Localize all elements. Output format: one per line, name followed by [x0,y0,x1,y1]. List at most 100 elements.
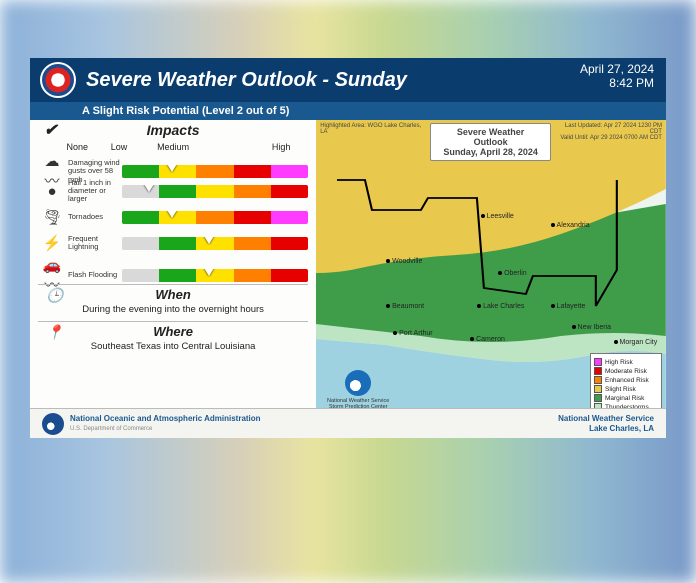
risk-marker [204,269,214,276]
card-body: ✔ Impacts None Low Medium High ☁〰Damagin… [30,120,666,420]
bar-segment [159,185,196,198]
footer-right: National Weather Service Lake Charles, L… [558,414,654,433]
left-panel: ✔ Impacts None Low Medium High ☁〰Damagin… [30,120,316,420]
impact-label: Hail 1 inch in diameter or larger [68,179,120,204]
header-bar: Severe Weather Outlook - Sunday April 27… [30,58,666,102]
impacts-list: ☁〰Damaging wind gusts over 58 mph●Hail 1… [38,152,308,282]
risk-marker [204,237,214,244]
map-panel: Highlighted Area: WGO Lake Charles, LA S… [316,120,666,420]
legend-row: Enhanced Risk [594,376,658,384]
bar-segment [159,211,196,224]
map-title-2: Sunday, April 28, 2024 [443,147,538,157]
impact-row: ☁〰Damaging wind gusts over 58 mph [38,152,308,178]
impact-bar [122,269,308,282]
outlook-card: Severe Weather Outlook - Sunday April 27… [30,58,666,438]
bar-segment [271,165,308,178]
map-top-labels: Highlighted Area: WGO Lake Charles, LA S… [320,123,662,161]
check-icon: ✔ [44,120,57,140]
map-highlight-label: Highlighted Area: WGO Lake Charles, LA [320,123,430,161]
impact-row: ●Hail 1 inch in diameter or larger [38,178,308,204]
impact-row: 🌪Tornadoes [38,204,308,230]
noaa-logo-icon [42,413,64,435]
bar-segment [196,269,233,282]
bar-segment [122,269,159,282]
footer-org-sub: U.S. Department of Commerce [70,426,152,432]
legend-row: Slight Risk [594,385,658,393]
when-text: During the evening into the overnight ho… [38,302,308,319]
bar-segment [196,165,233,178]
impact-row: 🚗〰Flash Flooding [38,256,308,282]
bar-segment [159,269,196,282]
map-valid: Valid Until: Apr 29 2024 0700 AM CDT [560,135,662,141]
footer-org: National Oceanic and Atmospheric Adminis… [70,414,261,434]
scale-labels: None Low Medium High [38,142,308,152]
city-label: Woodville [386,258,422,265]
bar-segment [159,237,196,250]
bar-segment [122,211,159,224]
bar-segment [159,165,196,178]
noaa-circle-icon [345,370,371,396]
map-title-1: Severe Weather Outlook [457,127,524,147]
impact-bar [122,165,308,178]
footer-office: Lake Charles, LA [589,424,654,433]
legend-row: High Risk [594,358,658,366]
scale-none: None [38,142,92,152]
bar-segment [122,237,159,250]
map-validity: Last Updated: Apr 27 2024 1230 PM CDT Va… [551,123,662,161]
impact-row: ⚡Frequent Lightning [38,230,308,256]
scale-high: High [254,142,308,152]
impact-label: Flash Flooding [68,271,120,279]
bar-segment [234,269,271,282]
legend-swatch [594,358,602,366]
bar-segment [234,237,271,250]
legend-swatch [594,394,602,402]
where-title: 📍 Where [38,321,308,339]
footer-nws: National Weather Service [558,414,654,423]
impact-bar [122,237,308,250]
bar-segment [196,211,233,224]
city-label: Oberlin [498,270,527,277]
header-time: 8:42 PM [580,76,654,90]
map-updated: Last Updated: Apr 27 2024 1230 PM CDT [565,123,662,135]
city-label: Cameron [470,336,505,343]
header-title: Severe Weather Outlook - Sunday [86,69,407,92]
legend-row: Moderate Risk [594,367,658,375]
risk-marker [167,165,177,172]
impacts-title-text: Impacts [147,122,200,138]
subtitle-bar: A Slight Risk Potential (Level 2 out of … [30,102,666,120]
footer-bar: National Oceanic and Atmospheric Adminis… [30,408,666,438]
bar-segment [234,185,271,198]
legend-swatch [594,385,602,393]
legend-label: Slight Risk [605,386,636,393]
bar-segment [196,237,233,250]
footer-left: National Oceanic and Atmospheric Adminis… [42,413,261,435]
legend-swatch [594,376,602,384]
legend-swatch [594,367,602,375]
legend-label: High Risk [605,359,633,366]
pin-icon: 📍 [46,324,63,341]
risk-marker [167,211,177,218]
hail-icon: ● [38,183,66,200]
city-label: Beaumont [386,303,424,310]
header-datetime: April 27, 2024 8:42 PM [580,62,654,90]
impact-label: Frequent Lightning [68,235,120,252]
city-label: Leesville [481,213,514,220]
nws-logo-icon [40,62,76,98]
legend-row: Marginal Risk [594,394,658,402]
map-title-box: Severe Weather Outlook Sunday, April 28,… [430,123,551,161]
legend-label: Enhanced Risk [605,377,649,384]
city-label: Port Arthur [393,330,432,337]
where-title-text: Where [153,324,193,339]
city-label: Morgan City [614,339,658,346]
risk-legend: High RiskModerate Risk Enhanced Risk Sligh… [590,353,662,416]
bar-segment [122,165,159,178]
when-title-text: When [155,287,190,302]
bar-segment [234,211,271,224]
impact-bar [122,211,308,224]
header-date: April 27, 2024 [580,62,654,76]
clock-icon: 🕒 [46,287,63,304]
impacts-title: ✔ Impacts [38,122,308,140]
scale-low: Low [92,142,146,152]
city-label: Alexandria [551,222,590,229]
bar-segment [196,185,233,198]
